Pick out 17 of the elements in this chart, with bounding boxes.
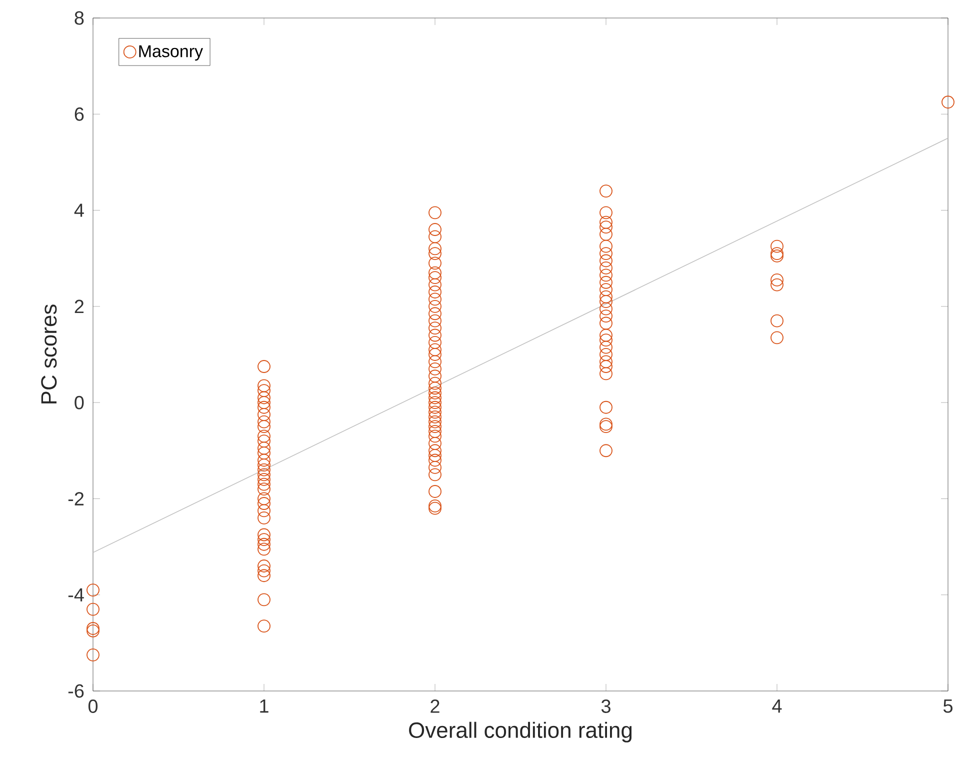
x-axis-title: Overall condition rating	[409, 722, 632, 742]
y-tick-label: -2	[68, 492, 84, 506]
x-tick-label: 4	[772, 700, 782, 713]
y-tick-label: -6	[68, 684, 84, 698]
y-tick-label: 2	[74, 300, 84, 314]
x-tick-label: 5	[943, 700, 952, 713]
y-tick-label: 8	[74, 11, 84, 25]
x-tick-label: 1	[260, 700, 268, 713]
y-tick-label: -4	[68, 588, 84, 602]
x-tick-label: 0	[88, 700, 98, 713]
y-tick-label: 4	[74, 204, 84, 217]
y-tick-label: 0	[74, 396, 84, 410]
legend-label: Masonry	[139, 45, 203, 61]
y-tick-label: 6	[74, 107, 84, 121]
x-tick-label: 2	[430, 700, 440, 713]
x-tick-label: 3	[601, 700, 610, 713]
y-axis-title: PC scores	[41, 304, 57, 404]
